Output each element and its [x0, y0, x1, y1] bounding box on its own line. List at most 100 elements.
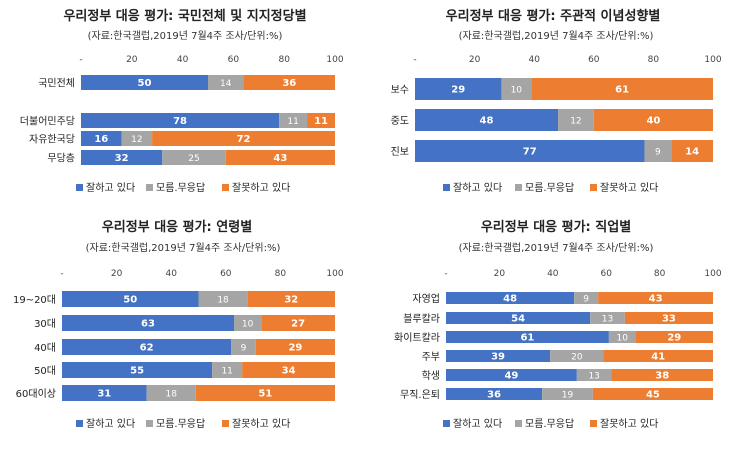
data-label: 78	[173, 116, 187, 127]
category-label: 화이트칼라	[394, 331, 440, 344]
bar-segment	[446, 292, 575, 304]
data-label: 10	[616, 334, 628, 344]
legend-label: 잘못하고 있다	[232, 181, 290, 194]
data-label: 29	[451, 85, 465, 96]
chart-title: 우리정부 대응 평가: 연령별	[102, 219, 252, 235]
data-label: 11	[287, 117, 298, 127]
chart-title: 우리정부 대응 평가: 주관적 이념성향별	[446, 8, 661, 24]
legend-label: 잘못하고 있다	[232, 417, 290, 430]
data-label: 45	[646, 390, 660, 401]
bar-segment	[415, 109, 559, 131]
data-label: 72	[237, 134, 251, 145]
data-label: 48	[503, 294, 517, 305]
data-label: 36	[487, 390, 501, 401]
data-label: 31	[97, 389, 111, 400]
legend-swatch	[146, 420, 153, 427]
data-label: 39	[491, 352, 505, 363]
bar-segment	[81, 131, 122, 146]
legend-swatch	[590, 184, 597, 191]
x-tick-label: 40	[177, 55, 189, 65]
data-label: 34	[282, 366, 296, 377]
x-tick-label: 20	[126, 55, 138, 65]
category-label: 40대	[34, 342, 56, 354]
legend-swatch	[222, 184, 229, 191]
data-label: 16	[94, 134, 108, 145]
x-tick-label: 100	[326, 269, 343, 279]
bar-segment	[446, 331, 609, 343]
legend-swatch	[515, 420, 522, 427]
data-label: 18	[217, 296, 229, 306]
bar-segment	[243, 75, 335, 90]
data-label: 19	[562, 391, 574, 401]
chart-panel-1: 우리정부 대응 평가: 국민전체 및 지지정당별 (자료:한국갤럽,2019년 7…	[20, 8, 344, 194]
x-tick-label: 80	[278, 55, 290, 65]
data-label: 13	[588, 372, 599, 382]
data-label: 40	[646, 116, 660, 127]
x-tick-label: -	[79, 55, 82, 65]
data-label: 38	[655, 371, 669, 382]
bar-segment	[152, 131, 335, 146]
bar-segment	[542, 388, 593, 400]
legend-swatch	[222, 420, 229, 427]
data-label: 50	[123, 295, 137, 306]
data-label: 55	[130, 366, 144, 377]
bar-segment	[415, 78, 502, 100]
legend-swatch	[76, 420, 83, 427]
x-tick-label: 20	[494, 269, 506, 279]
x-tick-label: 40	[528, 55, 540, 65]
x-tick-label: -	[60, 269, 63, 279]
x-tick-label: 40	[547, 269, 559, 279]
category-label: 보수	[391, 84, 409, 96]
chart-subtitle: (자료:한국갤럽,2019년 7월4주 조사/단위:%)	[88, 29, 283, 42]
data-label: 41	[651, 352, 665, 363]
chart-title: 우리정부 대응 평가: 국민전체 및 지지정당별	[63, 8, 306, 24]
data-label: 48	[480, 116, 494, 127]
bar-segment	[574, 292, 599, 304]
bar-segment	[446, 312, 591, 324]
chart-subtitle: (자료:한국갤럽,2019년 7월4주 조사/단위:%)	[459, 29, 654, 42]
legend-swatch	[443, 420, 450, 427]
data-label: 32	[115, 153, 129, 164]
data-label: 14	[685, 147, 699, 158]
bar-segment	[62, 385, 147, 401]
data-label: 32	[284, 295, 298, 306]
bar-segment	[146, 385, 196, 401]
x-tick-label: 100	[704, 269, 721, 279]
x-tick-label: -	[413, 55, 416, 65]
data-label: 43	[649, 294, 663, 305]
chart-panel-2: 우리정부 대응 평가: 주관적 이념성향별 (자료:한국갤럽,2019년 7월4주…	[391, 8, 722, 194]
data-label: 12	[131, 135, 142, 145]
x-tick-label: 80	[275, 269, 287, 279]
bar-segment	[592, 388, 713, 400]
data-label: 9	[583, 295, 589, 305]
chart-panel-3: 우리정부 대응 평가: 연령별 (자료:한국갤럽,2019년 7월4주 조사/단위…	[13, 219, 344, 430]
data-label: 43	[273, 153, 287, 164]
data-label: 9	[655, 148, 661, 158]
bar-segment	[195, 385, 335, 401]
data-label: 10	[511, 86, 523, 96]
bar-segment	[644, 140, 672, 162]
bar-segment	[62, 339, 232, 355]
category-label: 30대	[34, 318, 56, 330]
bar-segment	[208, 75, 244, 90]
data-label: 77	[523, 147, 537, 158]
legend-label: 모름.무응답	[525, 418, 574, 430]
data-label: 61	[615, 85, 629, 96]
bar-segment	[593, 109, 713, 131]
x-tick-label: 60	[228, 55, 240, 65]
data-label: 9	[241, 344, 247, 354]
data-label: 61	[520, 333, 534, 344]
legend-label: 잘하고 있다	[453, 417, 502, 430]
bar-segment	[81, 150, 163, 165]
bar-segment	[608, 331, 636, 343]
legend-swatch	[76, 184, 83, 191]
bar-segment	[550, 350, 604, 362]
bar-segment	[62, 315, 234, 331]
legend-label: 잘하고 있다	[86, 417, 135, 430]
category-label: 19~20대	[13, 294, 56, 306]
category-label: 자영업	[412, 292, 440, 305]
bar-segment	[62, 291, 199, 307]
x-tick-label: 100	[704, 55, 721, 65]
category-label: 국민전체	[38, 78, 75, 90]
bar-segment	[261, 315, 335, 331]
